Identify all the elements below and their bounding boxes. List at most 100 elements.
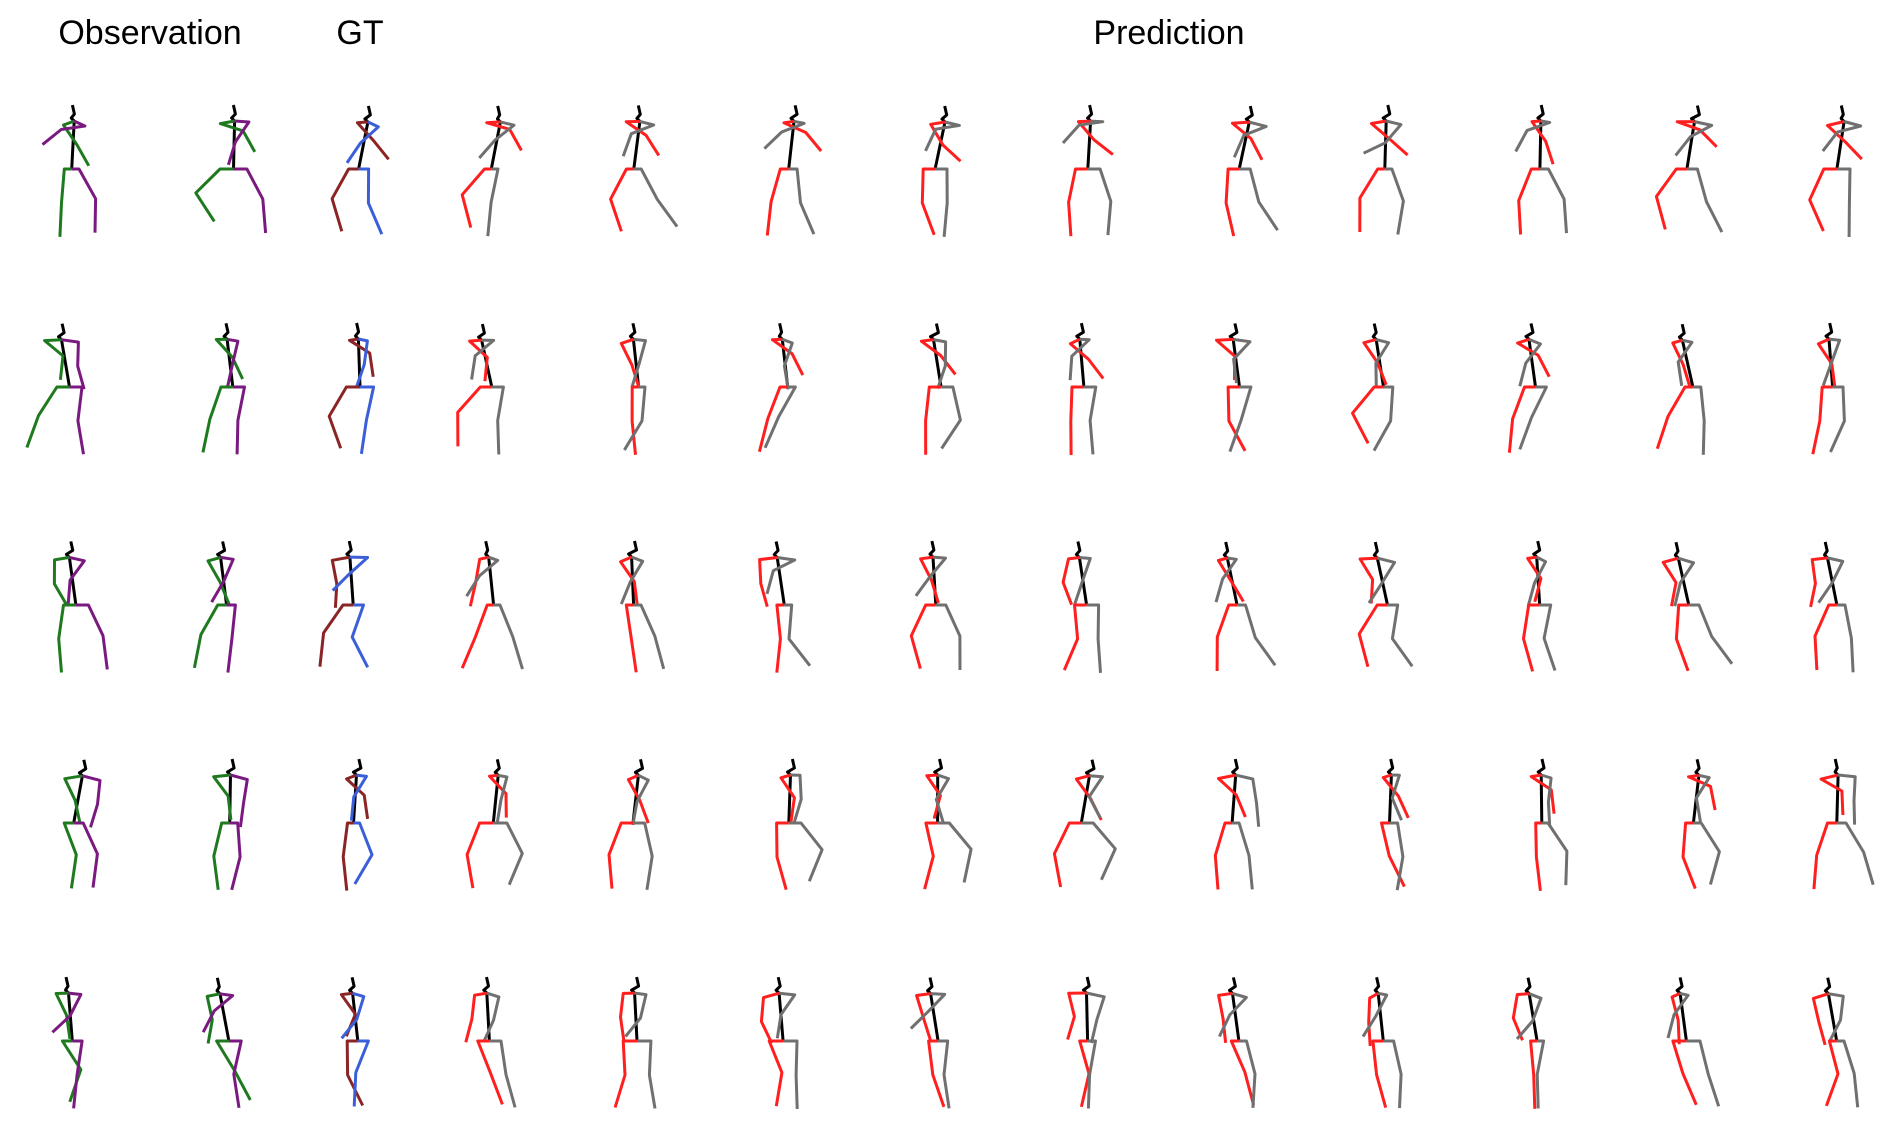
right-arm [1676,338,1694,387]
skeleton-prediction-r5-c12 [1666,977,1721,1107]
head [786,758,796,777]
left-leg [1224,167,1240,237]
head [929,323,940,341]
head [1839,105,1846,123]
head [1690,105,1701,123]
right-arm [225,337,240,389]
left-arm [1230,120,1264,161]
left-arm [1687,773,1717,811]
spine [1376,993,1385,1042]
head [477,323,486,342]
skeleton-prediction-r1-c6 [763,104,823,236]
spine [1676,557,1691,606]
skeleton-prediction-r4-c12 [1681,758,1721,890]
head [216,541,227,559]
skeleton-prediction-r2-c6 [757,322,805,453]
right-arm [201,992,235,1033]
left-arm [619,555,639,606]
skeleton-prediction-r5-c6 [759,976,799,1110]
right-leg [489,1039,517,1108]
skeleton-prediction-r1-c12 [1654,105,1724,233]
head [352,758,363,777]
skeleton-observation-r4-c2 [212,758,249,891]
head [1386,758,1395,777]
left-leg [613,1039,637,1108]
left-arm [1217,773,1247,818]
right-arm [66,555,86,605]
spine [225,339,235,388]
skeleton-prediction-r4-c5 [607,758,654,891]
left-arm [929,120,962,163]
left-arm [218,119,257,153]
right-arm [340,991,366,1040]
right-leg [1539,167,1568,234]
right-leg [1539,603,1557,671]
right-arm [630,337,647,388]
skeleton-prediction-r1-c4 [460,105,523,237]
left-arm [779,773,796,822]
head [627,540,638,559]
right-leg [75,603,109,670]
head [628,322,637,341]
spine [1527,339,1537,388]
head [1222,541,1230,560]
spine [357,121,370,170]
right-leg [353,821,374,885]
head [64,976,70,995]
head [77,759,88,777]
head [1373,976,1381,995]
right-arm [1235,773,1261,827]
spine [1685,121,1696,170]
right-leg [1829,385,1846,453]
head [1677,323,1686,342]
left-arm [1526,555,1543,603]
skeleton-prediction-r1-c5 [609,105,679,232]
skeleton-observation-r2-c2 [201,322,246,455]
left-leg [909,603,936,670]
right-leg [633,603,666,670]
skeleton-gt-r1-c3 [330,105,390,235]
left-arm [1661,556,1679,607]
head [1694,758,1701,777]
skeleton-prediction-r5-c10 [1361,976,1403,1109]
left-arm [464,991,488,1043]
head [353,322,361,341]
left-arm [782,119,823,152]
left-leg [456,385,492,447]
right-arm [924,120,961,152]
spine [1231,339,1241,388]
left-leg [923,821,938,890]
left-arm [345,773,370,820]
skeleton-prediction-r3-c4 [460,540,524,670]
left-arm [1511,992,1530,1041]
left-leg [460,603,494,669]
head [1823,541,1829,559]
left-arm [52,555,70,606]
head [222,322,230,341]
right-leg [1688,603,1734,665]
right-arm [1821,337,1842,386]
spine [1835,774,1840,824]
right-arm [1361,991,1389,1038]
right-leg [1238,1039,1257,1108]
left-arm [1217,991,1233,1043]
head [777,322,784,341]
head [482,976,490,995]
skeleton-prediction-r4-c10 [1380,758,1410,891]
skeleton-observation-r3-c2 [192,541,237,673]
left-leg [1507,385,1536,453]
skeleton-observation-r3-c1 [52,541,109,673]
skeleton-prediction-r2-c9 [1215,323,1253,453]
spine [60,339,71,388]
right-arm [1232,120,1268,158]
head [635,105,642,123]
left-leg [1229,1039,1256,1106]
right-arm [1515,992,1543,1040]
head [1082,976,1091,995]
left-leg [1517,167,1540,235]
head [1086,104,1094,123]
spine [1230,774,1238,824]
right-leg [1239,167,1279,232]
spine [787,774,792,824]
